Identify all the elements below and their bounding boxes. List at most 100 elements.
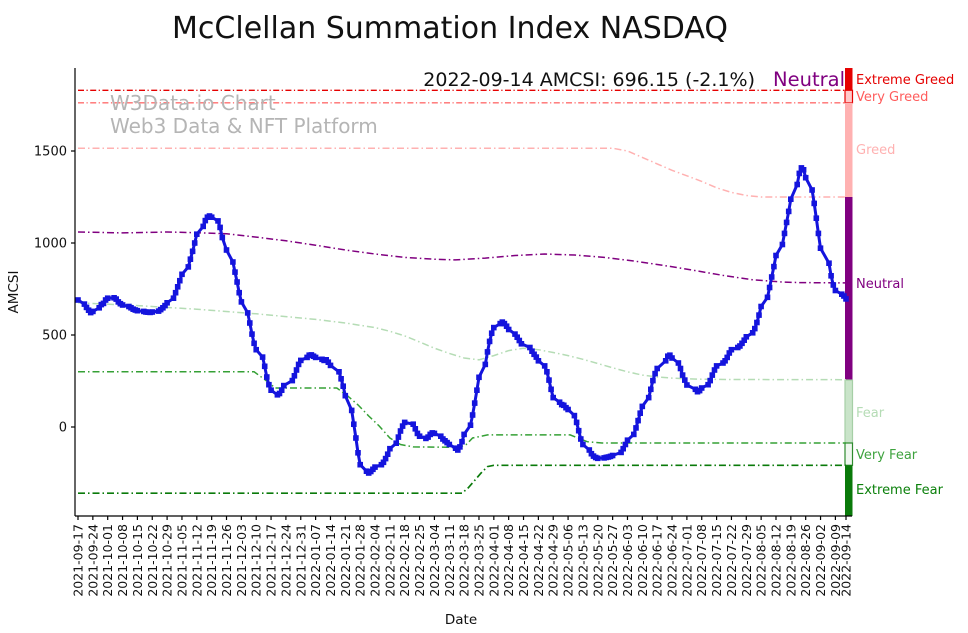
x-tick-label: 2022-06-17 — [650, 524, 665, 597]
amcsi-marker — [336, 369, 342, 375]
amcsi-marker — [455, 447, 461, 453]
amcsi-marker — [459, 438, 465, 445]
x-tick-label: 2021-11-26 — [219, 524, 234, 597]
x-tick-label: 2021-11-19 — [204, 524, 219, 597]
amcsi-marker — [399, 423, 406, 429]
amcsi-marker — [813, 215, 820, 221]
amcsi-marker — [357, 461, 363, 468]
amcsi-marker — [633, 425, 639, 431]
amcsi-marker — [635, 417, 641, 424]
amcsi-marker — [351, 421, 357, 427]
x-tick-label: 2022-02-25 — [412, 524, 427, 597]
x-tick-label: 2022-01-28 — [353, 524, 368, 597]
x-tick-label: 2022-09-14 — [839, 524, 854, 597]
amcsi-marker — [503, 323, 510, 329]
amcsi-marker — [648, 386, 654, 393]
amcsi-marker — [298, 357, 304, 364]
y-axis-title: AMCSI — [6, 271, 22, 314]
x-tick-label: 2022-07-15 — [709, 524, 724, 597]
amcsi-marker — [81, 301, 88, 307]
amcsi-marker — [484, 349, 491, 355]
amcsi-marker — [609, 452, 616, 459]
amcsi-marker — [397, 428, 404, 434]
amcsi-marker — [482, 361, 489, 368]
amcsi-marker — [232, 269, 238, 275]
amcsi-marker — [575, 427, 582, 434]
amcsi-marker — [565, 406, 571, 413]
amcsi-marker — [293, 367, 300, 373]
amcsi-marker — [541, 363, 548, 369]
x-tick-label: 2022-07-01 — [679, 524, 694, 597]
amcsi-marker — [654, 365, 660, 372]
x-tick-label: 2022-05-06 — [561, 524, 576, 597]
amcsi-marker — [461, 431, 467, 438]
x-tick-label: 2022-05-20 — [590, 524, 605, 597]
amcsi-marker — [724, 354, 730, 361]
amcsi-marker — [149, 309, 156, 315]
amcsi-marker — [535, 358, 542, 364]
amcsi-marker — [75, 297, 81, 303]
x-tick-label: 2022-07-08 — [694, 524, 709, 597]
amcsi-marker — [709, 372, 716, 378]
amcsi-marker — [134, 307, 141, 314]
threshold-line-layer — [77, 89, 847, 495]
x-tick-label: 2021-12-03 — [234, 524, 249, 597]
amcsi-marker — [773, 252, 779, 259]
amcsi-marker — [741, 337, 747, 343]
amcsi-marker — [251, 340, 257, 347]
amcsi-marker — [469, 412, 476, 418]
amcsi-marker — [573, 419, 580, 426]
x-tick-label: 2021-09-24 — [85, 524, 100, 597]
amcsi-marker — [467, 422, 474, 428]
zone-label-extreme-fear: Extreme Fear — [856, 483, 944, 498]
amcsi-marker — [830, 282, 837, 288]
x-tick-label: 2022-01-07 — [308, 524, 323, 597]
x-tick-label: 2022-05-13 — [575, 524, 590, 597]
amcsi-marker — [624, 437, 631, 443]
amcsi-marker — [268, 387, 274, 393]
x-tick-label: 2022-01-21 — [338, 524, 353, 597]
x-tick-label: 2022-03-04 — [427, 524, 442, 597]
x-tick-label: 2022-06-10 — [635, 524, 650, 597]
amcsi-marker — [264, 374, 270, 380]
x-tick-label: 2021-10-01 — [100, 524, 115, 597]
amcsi-marker — [119, 302, 126, 308]
amcsi-marker — [247, 320, 253, 326]
amcsi-marker — [514, 334, 520, 340]
amcsi-marker — [766, 284, 773, 291]
x-tick-label: 2021-09-17 — [71, 524, 86, 597]
amcsi-marker — [200, 223, 206, 230]
x-tick-label: 2022-04-29 — [546, 524, 561, 597]
amcsi-marker — [223, 247, 230, 253]
amcsi-marker — [185, 264, 192, 270]
amcsi-marker — [652, 370, 658, 377]
amcsi-marker — [713, 363, 720, 369]
amcsi-marker — [722, 358, 728, 364]
amcsi-marker — [259, 354, 266, 360]
amcsi-marker — [527, 344, 533, 351]
zone-label-greed: Greed — [856, 143, 895, 158]
amcsi-marker — [491, 324, 497, 331]
amcsi-marker — [393, 440, 399, 446]
zone-label-very-fear: Very Fear — [856, 448, 918, 463]
amcsi-marker — [645, 394, 652, 401]
amcsi-marker — [338, 376, 344, 382]
amcsi-marker — [327, 362, 334, 369]
amcsi-marker — [191, 240, 198, 246]
amcsi-marker — [372, 464, 378, 470]
amcsi-marker — [779, 241, 786, 248]
x-tick-label: 2021-12-17 — [264, 524, 279, 597]
amcsi-marker — [622, 441, 629, 448]
amcsi-marker — [276, 390, 283, 397]
x-tick-label: 2022-07-22 — [724, 524, 739, 597]
x-tick-label: 2022-03-25 — [471, 524, 486, 597]
amcsi-marker — [96, 305, 102, 311]
amcsi-marker — [796, 170, 803, 177]
amcsi-marker — [817, 245, 824, 251]
amcsi-marker — [217, 224, 223, 231]
amcsi-marker — [395, 434, 402, 440]
x-tick-label: 2022-08-26 — [798, 524, 813, 597]
zone-bar-extreme-fear — [845, 465, 853, 517]
amcsi-marker — [544, 369, 550, 375]
